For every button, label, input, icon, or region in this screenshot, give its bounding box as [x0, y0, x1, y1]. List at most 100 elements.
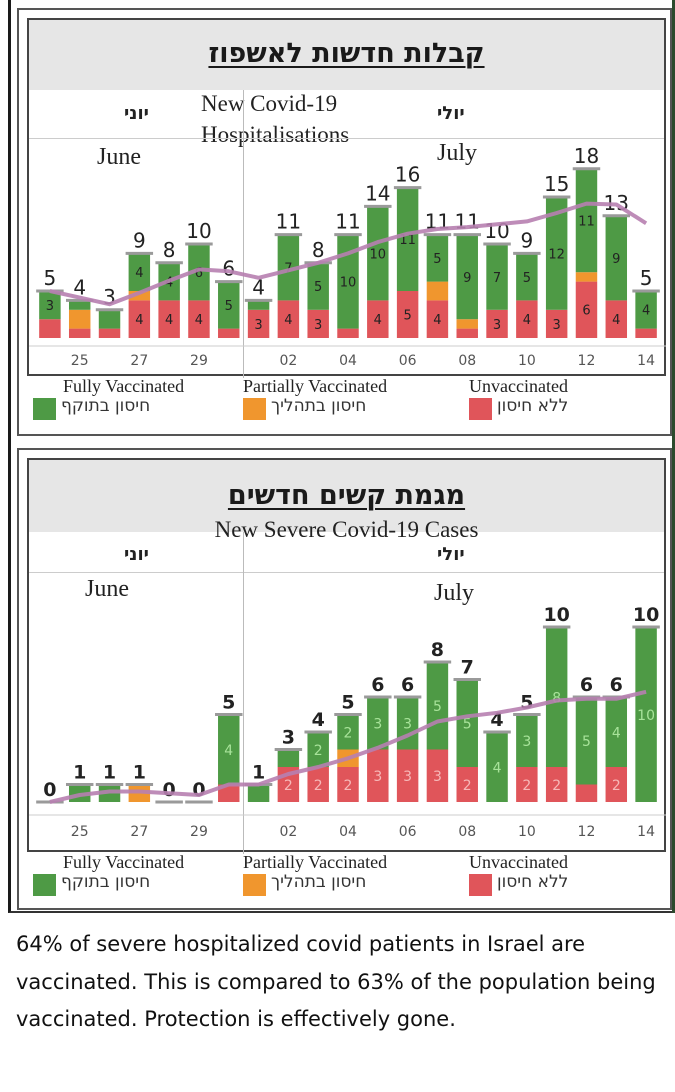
total-value-label: 8: [312, 238, 325, 262]
bar-segment-fully-vaccinated: [188, 244, 210, 301]
bar-segment-fully-vaccinated: [575, 697, 598, 785]
segment-label: 12: [548, 247, 565, 262]
month-header-row: [29, 90, 664, 139]
segment-label: 3: [373, 769, 382, 785]
month-june-english: June: [85, 576, 129, 602]
bar-segment-unvaccinated: [307, 767, 329, 802]
hospitalisations-chart-frame: קבלות חדשות לאשפוז New Covid-19 Hospital…: [27, 18, 666, 378]
title-band: [29, 20, 664, 90]
bar-segment-unvaccinated: [605, 767, 628, 802]
total-value-label: 1: [103, 762, 116, 784]
total-value-label: 5: [341, 692, 354, 714]
bar-segment-unvaccinated: [307, 309, 329, 338]
total-value-label: 1: [133, 762, 146, 784]
bar-segment-unvaccinated: [337, 328, 359, 338]
bar-segment-fully-vaccinated: [68, 300, 91, 310]
legend-label-english: Fully Vaccinated: [63, 376, 185, 396]
total-value-label: 0: [43, 779, 56, 801]
segment-label: 5: [433, 252, 441, 267]
chart-title-hebrew: קבלות חדשות לאשפוז: [208, 38, 485, 69]
bar-segment-fully-vaccinated: [39, 291, 61, 320]
bar-segment-unvaccinated: [396, 749, 419, 802]
segment-label: 5: [314, 280, 322, 295]
total-value-label: 16: [395, 163, 420, 187]
x-tick-label: 12: [578, 353, 596, 369]
bar-segment-unvaccinated: [218, 328, 240, 338]
x-tick-label: 12: [578, 824, 596, 840]
segment-label: 9: [612, 252, 620, 267]
x-tick-label: 29: [190, 824, 208, 840]
total-value-label: 0: [192, 779, 205, 801]
bar-segment-unvaccinated: [575, 281, 598, 338]
segment-label: 5: [433, 699, 442, 715]
bar-segment-fully-vaccinated: [247, 300, 270, 310]
total-value-label: 5: [640, 266, 653, 290]
bar-segment-unvaccinated: [516, 300, 538, 338]
segment-label: 2: [284, 778, 293, 794]
segment-label: 3: [522, 734, 531, 750]
bar-segment-unvaccinated: [456, 328, 478, 338]
bar-segment-unvaccinated: [39, 319, 61, 338]
segment-label: 3: [403, 717, 412, 733]
bar-segment-fully-vaccinated: [307, 732, 329, 767]
bar-segment-fully-vaccinated: [426, 662, 449, 750]
total-value-label: 10: [633, 604, 659, 626]
bar-segment-unvaccinated: [247, 309, 270, 338]
bar-segment-fully-vaccinated: [367, 697, 389, 750]
segment-label: 6: [582, 304, 590, 319]
total-value-label: 6: [371, 674, 384, 696]
legend-label-hebrew: חיסון בתהליך: [271, 396, 367, 416]
segment-label: 2: [612, 778, 621, 794]
bar-segment-fully-vaccinated: [545, 627, 568, 767]
segment-label: 9: [463, 271, 471, 286]
month-divider: [243, 90, 244, 378]
x-tick-label: 02: [279, 824, 297, 840]
x-tick-label: 06: [399, 824, 417, 840]
segment-label: 2: [463, 778, 472, 794]
bar-segment-partially-vaccinated: [426, 281, 449, 301]
x-tick-label: 27: [130, 824, 148, 840]
segment-label: 3: [373, 717, 382, 733]
total-value-label: 11: [335, 210, 360, 234]
bar-segment-unvaccinated: [545, 767, 568, 802]
segment-label: 2: [522, 778, 531, 794]
bar-segment-fully-vaccinated: [307, 262, 329, 310]
legend-swatch: [469, 874, 492, 896]
x-tick-label: 02: [279, 353, 297, 369]
total-value-label: 8: [431, 639, 444, 661]
month-june-hebrew: יוני: [124, 544, 149, 565]
segment-label: 4: [523, 313, 531, 328]
total-value-label: 6: [222, 257, 235, 281]
legend-label-english: Unvaccinated: [469, 852, 568, 872]
segment-label: 2: [314, 743, 323, 759]
total-value-label: 6: [401, 674, 414, 696]
segment-label: 4: [195, 313, 203, 328]
segment-label: 10: [370, 247, 387, 262]
segment-label: 5: [403, 308, 411, 323]
bar-segment-partially-vaccinated: [128, 291, 151, 301]
right-border-strip: [672, 0, 675, 913]
bar-segment-unvaccinated: [128, 300, 151, 338]
bar-segment-fully-vaccinated: [426, 234, 449, 282]
x-tick-label: 04: [339, 824, 357, 840]
bar-segment-fully-vaccinated: [456, 679, 478, 767]
legend-label-hebrew: ללא חיסון: [497, 396, 569, 416]
bar-segment-unvaccinated: [456, 767, 478, 802]
caption-text: 64% of severe hospitalized covid patient…: [16, 932, 656, 1031]
bar-segment-unvaccinated: [516, 767, 538, 802]
bar-segment-fully-vaccinated: [247, 784, 270, 802]
x-tick-label: 06: [399, 353, 417, 369]
bar-segment-unvaccinated: [218, 784, 240, 802]
x-tick-label: 08: [458, 353, 476, 369]
total-value-label: 10: [186, 219, 211, 243]
bar-segment-unvaccinated: [367, 749, 389, 802]
segment-label: 3: [553, 318, 561, 333]
segment-label: 2: [344, 725, 353, 741]
trend-line: [49, 201, 648, 307]
month-header-row: [29, 532, 664, 573]
total-value-label: 10: [543, 604, 569, 626]
bar-segment-fully-vaccinated: [128, 253, 151, 291]
month-divider: [243, 532, 244, 854]
legend-swatch: [33, 874, 56, 896]
x-tick-label: 25: [71, 824, 89, 840]
